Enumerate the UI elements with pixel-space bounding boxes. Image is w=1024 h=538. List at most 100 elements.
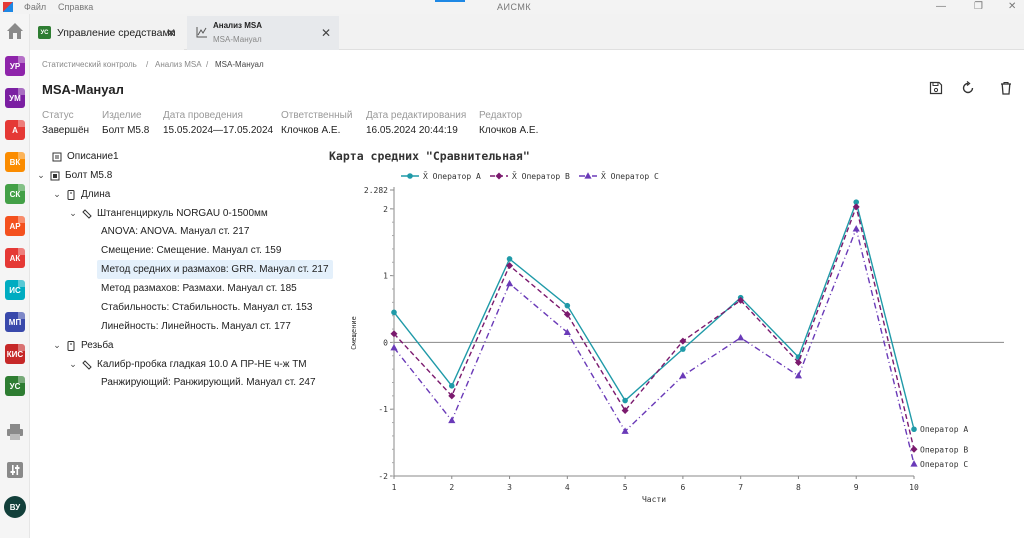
data-point	[622, 397, 628, 404]
rail-app-um[interactable]: УМ	[5, 88, 25, 108]
user-avatar[interactable]: ВУ	[4, 496, 26, 518]
y-tick-label: -2	[378, 472, 388, 481]
tree-leaf-grr-selected[interactable]: Метод средних и размахов: GRR. Мануал ст…	[97, 260, 333, 279]
printer-icon[interactable]	[5, 422, 25, 442]
tree-leaf-range[interactable]: Метод размахов: Размахи. Мануал ст. 185	[97, 279, 301, 298]
comparative-means-chart: Карта средних "Сравнительная" -2 -1 0 1 2 2.2…	[326, 146, 1024, 538]
y-tick-label: 2.282	[364, 186, 388, 195]
breadcrumb-item[interactable]: Анализ MSA	[155, 60, 202, 69]
tree-node-description[interactable]: Описание1	[52, 148, 119, 165]
chevron-down-icon[interactable]: ⌄	[53, 189, 61, 199]
chevron-down-icon[interactable]: ⌄	[53, 340, 61, 350]
rail-app-ar[interactable]: АР	[5, 216, 25, 236]
refresh-icon[interactable]	[960, 80, 976, 96]
tab-msa-analysis[interactable]: Анализ MSA MSA-Мануал ✕	[187, 16, 339, 50]
chart-canvas: -2 -1 0 1 2 2.282 1 2 3 4 5 6 7 8 9 10 Части Смещение Опер…	[350, 171, 1004, 504]
rail-app-label: СК	[9, 189, 21, 199]
rail-app-ur[interactable]: УР	[5, 56, 25, 76]
main-content: Статистический контроль / Анализ MSA / M…	[30, 50, 1024, 538]
legend-label: X̄ Оператор A	[423, 171, 481, 181]
tree-node-label: Описание1	[67, 151, 119, 162]
rail-app-mp[interactable]: МП	[5, 312, 25, 332]
tree-leaf-linearity[interactable]: Линейность: Линейность. Мануал ст. 177	[97, 317, 295, 336]
title-accent	[435, 0, 465, 2]
settings-sliders-icon[interactable]	[5, 460, 25, 480]
data-point	[680, 346, 686, 352]
chevron-down-icon[interactable]: ⌄	[37, 170, 45, 180]
y-axis-label: Смещение	[350, 316, 358, 350]
data-point	[563, 328, 571, 335]
chevron-down-icon[interactable]: ⌄	[69, 208, 77, 218]
rail-app-label: АР	[9, 221, 21, 231]
rail-app-us[interactable]: УС	[5, 376, 25, 396]
chevron-down-icon[interactable]: ⌄	[69, 359, 77, 369]
tree-leaf-anova[interactable]: ANOVA: ANOVA. Мануал ст. 217	[97, 222, 253, 241]
x-tick-label: 1	[392, 483, 397, 492]
tree-node-label: Болт М5.8	[65, 170, 113, 181]
data-point	[852, 225, 860, 232]
legend-label: X̄ Оператор B	[512, 171, 570, 181]
rail-app-label: УМ	[9, 93, 21, 103]
data-point	[794, 372, 803, 379]
data-point	[911, 426, 917, 433]
legend-swatch-marker	[584, 172, 592, 179]
series-line	[393, 199, 915, 430]
rail-app-vk[interactable]: ВК	[5, 152, 25, 172]
meta-value-status: Завершён	[42, 125, 90, 136]
app-logo-icon	[3, 2, 13, 12]
rail-app-kis[interactable]: КИС	[5, 344, 25, 364]
tree-node-group-length[interactable]: ⌄ Длина	[52, 186, 110, 203]
rail-app-label: ВК	[9, 157, 21, 167]
x-tick-label: 5	[623, 483, 628, 492]
legend-swatch-marker	[407, 173, 413, 179]
data-point	[448, 416, 456, 424]
home-icon[interactable]	[5, 21, 25, 41]
tree-node-instrument-gauge[interactable]: ⌄ Калибр-пробка гладкая 10.0 А ПР-НЕ ч-ж…	[68, 356, 306, 373]
tree-node-product[interactable]: ⌄ Болт М5.8	[36, 167, 112, 184]
tab-close-icon[interactable]: ✕	[320, 26, 331, 40]
chart-icon	[196, 27, 207, 38]
breadcrumb-separator: /	[146, 60, 149, 69]
close-window-icon[interactable]: ✕	[1008, 1, 1017, 12]
tree-leaf-label: Линейность: Линейность. Мануал ст. 177	[101, 321, 291, 332]
parameter-icon	[67, 340, 75, 351]
menu-file[interactable]: Файл	[24, 2, 47, 12]
breadcrumb-separator: /	[206, 60, 209, 69]
series-line	[393, 204, 915, 450]
rail-app-a[interactable]: А	[5, 120, 25, 140]
tab-subtitle: MSA-Мануал	[213, 35, 262, 44]
minimize-icon[interactable]: —	[936, 1, 946, 12]
tab-title: Управление средствами	[57, 27, 176, 39]
meta-label-editor: Редактор	[479, 110, 523, 121]
data-point	[737, 296, 745, 304]
tree-node-instrument-caliper[interactable]: ⌄ Штангенциркуль NORGAU 0-1500мм	[68, 205, 268, 222]
tree-leaf-ranking[interactable]: Ранжирующий: Ранжирующий. Мануал ст. 247	[97, 373, 320, 392]
save-icon[interactable]	[928, 80, 944, 96]
meta-value-responsible: Клочков А.Е.	[281, 125, 341, 136]
tab-asset-management[interactable]: УС Управление средствами ✕	[30, 16, 184, 50]
x-tick-label: 6	[680, 483, 685, 492]
data-point	[910, 445, 918, 453]
app-rail: УР УМ А ВК СК АР АК ИС МП КИС УС ВУ	[0, 14, 30, 538]
menu-help[interactable]: Справка	[58, 2, 94, 12]
app-title: АИСМК	[497, 2, 532, 12]
tree-leaf-label: Стабильность: Стабильность. Мануал ст. 1…	[101, 302, 313, 313]
data-point	[852, 203, 860, 211]
breadcrumb-item[interactable]: Статистический контроль	[42, 60, 137, 69]
x-tick-label: 2	[449, 483, 454, 492]
rail-app-ak[interactable]: АК	[5, 248, 25, 268]
trash-icon[interactable]	[998, 80, 1014, 96]
rail-app-label: А	[12, 125, 18, 135]
tree-leaf-bias[interactable]: Смещение: Смещение. Мануал ст. 159	[97, 241, 285, 260]
x-axis-label: Части	[642, 495, 666, 504]
tree-leaf-stability[interactable]: Стабильность: Стабильность. Мануал ст. 1…	[97, 298, 316, 317]
maximize-icon[interactable]: ❐	[974, 1, 983, 12]
meta-value-product: Болт М5.8	[102, 125, 150, 136]
data-point	[679, 372, 687, 379]
page-title: MSA-Мануал	[42, 82, 124, 97]
series-line	[393, 226, 915, 465]
rail-app-is[interactable]: ИС	[5, 280, 25, 300]
rail-app-sk[interactable]: СК	[5, 184, 25, 204]
tree-node-group-thread[interactable]: ⌄ Резьба	[52, 337, 113, 354]
tab-close-icon[interactable]: ✕	[165, 26, 176, 40]
